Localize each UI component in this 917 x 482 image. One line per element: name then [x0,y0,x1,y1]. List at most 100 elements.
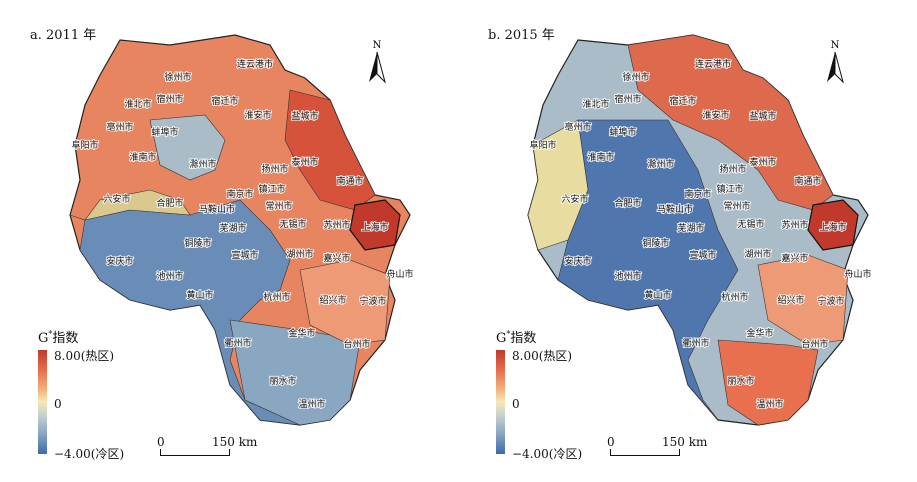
legend-max-label: 8.00(热区) [512,349,573,363]
map-svg: 连云港市 徐州市 宿州市 淮北市 宿迁市 盐城市 淮安市 亳州市 蚌埠市 阜阳市… [527,34,873,426]
legend-title: G*指数 [38,329,79,346]
city-label: 杭州市 [263,291,290,303]
city-label: 衢州市 [682,337,709,349]
city-label: 湖州市 [286,248,313,260]
city-label: 宿州市 [614,93,641,105]
zhejiang-south [717,339,819,426]
city-labels: 连云港市 徐州市 宿州市 淮北市 宿迁市 盐城市 淮安市 亳州市 蚌埠市 阜阳市… [70,57,414,411]
city-label: 徐州市 [622,71,649,83]
city-label: 无锡市 [279,218,306,230]
scale-start-label: 0 [157,435,165,449]
city-label: 台州市 [801,338,828,350]
city-label: 上海市 [819,221,846,233]
city-label: 苏州市 [323,219,350,231]
zhejiang-east [299,259,391,346]
city-label: 宿迁市 [669,95,696,107]
panel-title: a. 2011 年 [30,28,97,43]
city-labels: 连云港市 徐州市 宿州市 淮北市 宿迁市 盐城市 淮安市 亳州市 蚌埠市 阜阳市… [528,57,872,411]
city-label: 连云港市 [695,58,731,70]
city-label: 芜湖市 [219,222,246,234]
city-label: 蚌埠市 [151,126,178,138]
city-label: 淮安市 [702,109,729,121]
neutral-region-west [527,119,589,251]
city-label: 常州市 [265,200,292,212]
zhejiang-east [757,254,849,346]
city-label: 丽水市 [727,375,754,387]
city-label: 台州市 [343,338,370,350]
city-label: 黄山市 [644,289,671,301]
legend-color-ramp [496,350,505,454]
city-label: 舟山市 [386,268,413,280]
cold-region [557,119,739,421]
city-label: 马鞍山市 [199,203,235,215]
city-label: 宿迁市 [211,95,238,107]
city-label: 宿州市 [156,93,183,105]
city-label: 芜湖市 [677,222,704,234]
city-label: 铜陵市 [642,237,669,249]
north-arrow-icon: N [369,40,386,84]
map-svg: 连云港市 徐州市 宿州市 淮北市 宿迁市 盐城市 淮安市 亳州市 蚌埠市 阜阳市… [69,34,415,426]
city-label: 阜阳市 [529,139,556,151]
legend-mid-label: 0 [512,397,520,411]
legend-color-ramp [38,350,47,454]
city-label: 马鞍山市 [657,203,693,215]
city-label: 阜阳市 [71,139,98,151]
cold-region-north [149,114,226,181]
zhejiang-south [229,319,361,426]
city-label: 徐州市 [164,71,191,83]
city-label: 苏州市 [781,219,808,231]
city-label: 常州市 [723,200,750,212]
city-label: 铜陵市 [184,237,211,249]
city-label: 衢州市 [224,337,251,349]
scale-start-label: 0 [607,435,615,449]
city-label: 安庆市 [564,255,591,267]
city-label: 连云港市 [237,58,273,70]
hot-region-north [627,34,834,211]
city-label: 丽水市 [269,375,296,387]
city-label: 泰州市 [291,156,318,168]
city-label: 滁州市 [189,158,216,170]
scale-bar: 0 150 km [157,435,257,463]
scale-end-label: 150 km [212,435,258,449]
city-label: 盐城市 [749,110,776,122]
city-label: 金华市 [288,327,315,339]
city-label: 池州市 [156,270,183,282]
city-label: 淮安市 [244,109,271,121]
city-label: 淮北市 [124,98,151,110]
scale-bar: 0 150 km [607,435,707,463]
city-label: 滁州市 [647,158,674,170]
city-label: 六安市 [561,193,588,205]
city-label: 温州市 [756,398,783,410]
shanghai-region [349,199,401,251]
city-label: 南通市 [336,175,363,187]
city-label: 合肥市 [156,197,183,209]
city-label: 宁波市 [817,295,844,307]
city-label: 绍兴市 [777,294,804,306]
city-label: 嘉兴市 [781,252,808,264]
city-label: 蚌埠市 [609,126,636,138]
city-label: 宁波市 [359,295,386,307]
city-label: 上海市 [361,221,388,233]
legend-max-label: 8.00(热区) [54,349,115,363]
city-label: 扬州市 [261,163,288,175]
city-label: 扬州市 [719,163,746,175]
shanghai-region [807,199,859,251]
city-label: 六安市 [103,193,130,205]
city-label: 宣城市 [231,249,258,261]
legend-min-label: −4.00(冷区) [512,447,583,461]
legend-mid-label: 0 [54,397,62,411]
hot-region-east [284,89,376,211]
scale-end-label: 150 km [662,435,708,449]
city-label: 南通市 [794,175,821,187]
city-label: 嘉兴市 [323,252,350,264]
svg-text:N: N [373,40,382,51]
city-label: 温州市 [298,398,325,410]
city-label: 舟山市 [844,268,871,280]
legend-title: G*指数 [496,329,537,346]
city-label: 镇江市 [258,183,285,195]
city-label: 泰州市 [749,156,776,168]
city-label: 绍兴市 [319,294,346,306]
city-label: 南京市 [226,188,253,200]
city-label: 湖州市 [744,248,771,260]
city-label: 池州市 [614,270,641,282]
